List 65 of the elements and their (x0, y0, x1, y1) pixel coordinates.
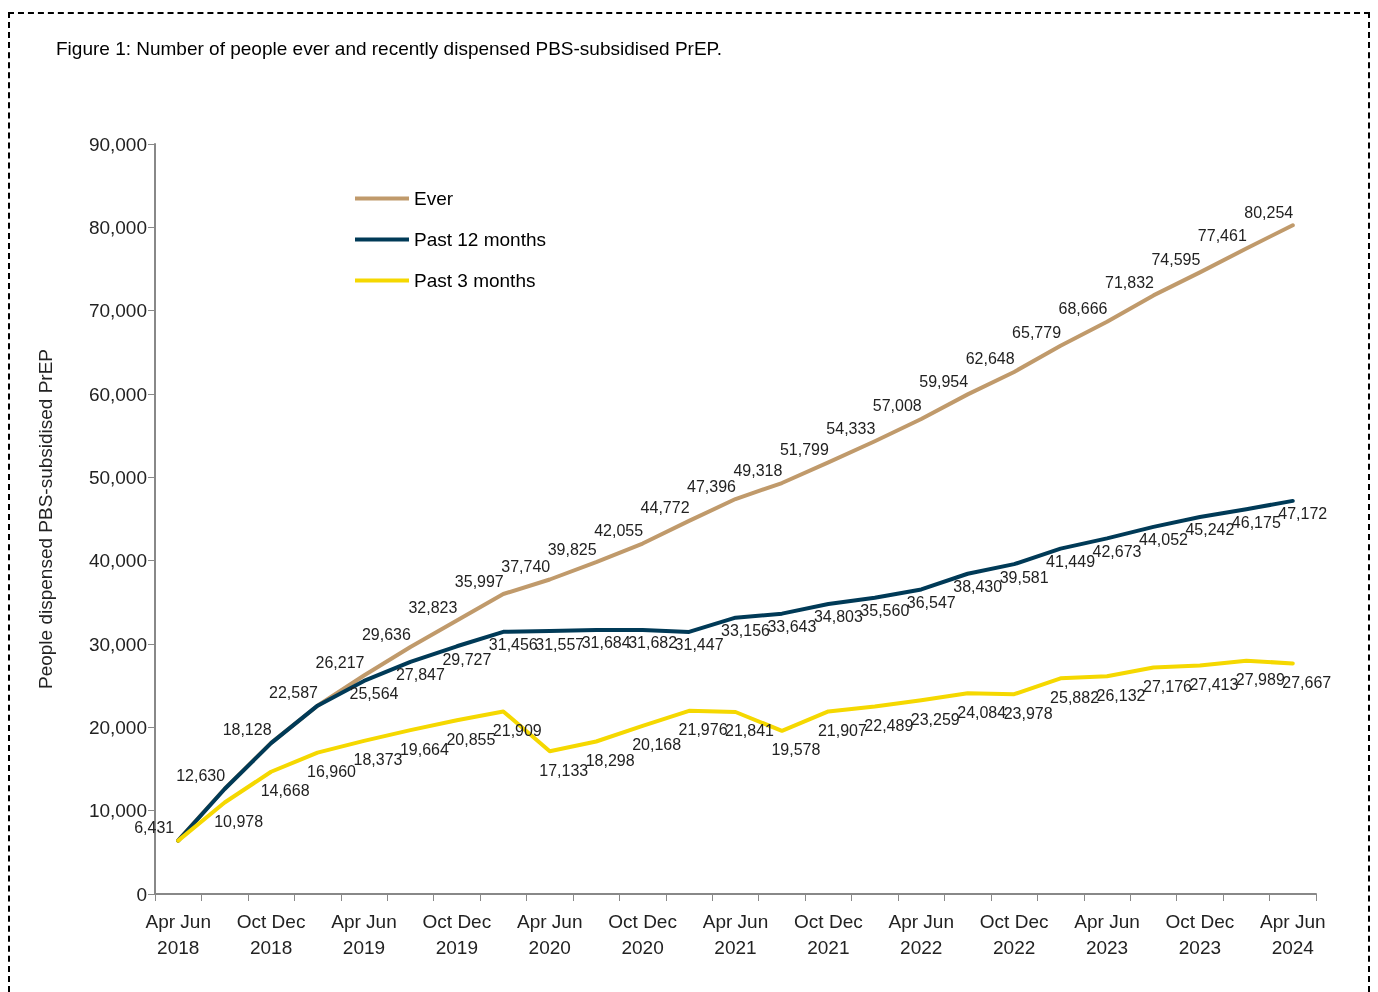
data-label: 37,740 (501, 558, 551, 575)
x-tick-label: Oct Dec 2020 (608, 910, 677, 958)
y-tick-label: 60,000 (88, 383, 147, 405)
data-label: 29,636 (361, 625, 411, 643)
data-label: 31,682 (628, 634, 678, 652)
data-label: 35,997 (454, 572, 504, 590)
data-label: 20,855 (446, 730, 496, 748)
x-tick-label: Oct Dec 2021 (794, 910, 863, 958)
data-label: 54,333 (826, 419, 876, 437)
data-label: 31,684 (581, 634, 631, 652)
legend-label: Ever (414, 188, 454, 209)
x-tick-label: Oct Dec 2019 (422, 910, 492, 958)
data-label: 49,318 (733, 461, 783, 479)
x-tick-label: Apr Jun 2022 (888, 910, 954, 958)
y-axis-title: People dispensed PBS-subsidised PrEP (35, 348, 56, 690)
data-label: 47,396 (687, 477, 737, 495)
chart-title: Figure 1: Number of people ever and recently dispensed PBS-subsidised PrEP. (56, 38, 723, 60)
legend-label: Past 3 months (414, 270, 536, 291)
y-tick-label: 20,000 (88, 716, 147, 738)
data-label: 71,832 (1104, 273, 1155, 291)
data-label: 17,133 (539, 761, 589, 779)
data-label: 26,132 (1096, 686, 1146, 704)
data-label: 25,564 (349, 685, 399, 703)
data-label: 42,055 (594, 522, 644, 540)
x-tick-label: Apr Jun 2021 (702, 910, 769, 958)
x-tick-label: Oct Dec 2018 (236, 910, 306, 958)
data-label: 65,779 (1012, 324, 1062, 342)
data-label: 21,841 (725, 722, 775, 740)
data-label: 74,595 (1151, 250, 1201, 268)
data-label: 12,630 (176, 767, 226, 785)
y-tick-label: 40,000 (88, 550, 147, 572)
data-label: 44,772 (640, 499, 690, 517)
data-label: 39,825 (547, 540, 597, 558)
data-label: 14,668 (260, 782, 310, 800)
data-label: 32,823 (408, 598, 458, 616)
x-tick-label: Apr Jun 2024 (1260, 910, 1326, 958)
y-tick-label: 50,000 (88, 466, 147, 488)
x-tick-label: Oct Dec 2022 (979, 910, 1049, 958)
y-tick-label: 0 (136, 883, 147, 905)
data-label: 77,461 (1197, 226, 1247, 244)
data-label: 57,008 (872, 397, 922, 415)
data-label: 68,666 (1058, 300, 1108, 318)
data-label: 62,648 (965, 350, 1015, 368)
data-label: 27,847 (395, 666, 445, 684)
data-label: 20,168 (632, 736, 682, 754)
x-tick-label: Oct Dec 2023 (1165, 910, 1235, 958)
y-tick-label: 90,000 (88, 133, 147, 155)
x-tick-label: Apr Jun 2018 (145, 910, 211, 958)
y-tick-label: 70,000 (88, 300, 147, 322)
data-label: 26,217 (315, 654, 365, 672)
data-label: 23,978 (1003, 704, 1053, 722)
data-label: 80,254 (1244, 203, 1294, 221)
x-tick-label: Apr Jun 2019 (331, 910, 397, 958)
y-tick-label: 30,000 (88, 633, 147, 655)
data-label: 19,578 (771, 741, 821, 759)
legend-label: Past 12 months (414, 229, 547, 250)
data-label: 22,587 (269, 684, 319, 702)
y-tick-label: 80,000 (88, 216, 147, 238)
data-label: 18,128 (222, 721, 272, 739)
data-label: 51,799 (779, 440, 829, 458)
x-tick-label: Apr Jun 2020 (517, 910, 583, 958)
data-label: 10,978 (214, 813, 264, 831)
data-label: 59,954 (919, 372, 969, 390)
x-tick-label: Apr Jun 2023 (1074, 910, 1140, 958)
data-label: 21,976 (678, 721, 728, 739)
